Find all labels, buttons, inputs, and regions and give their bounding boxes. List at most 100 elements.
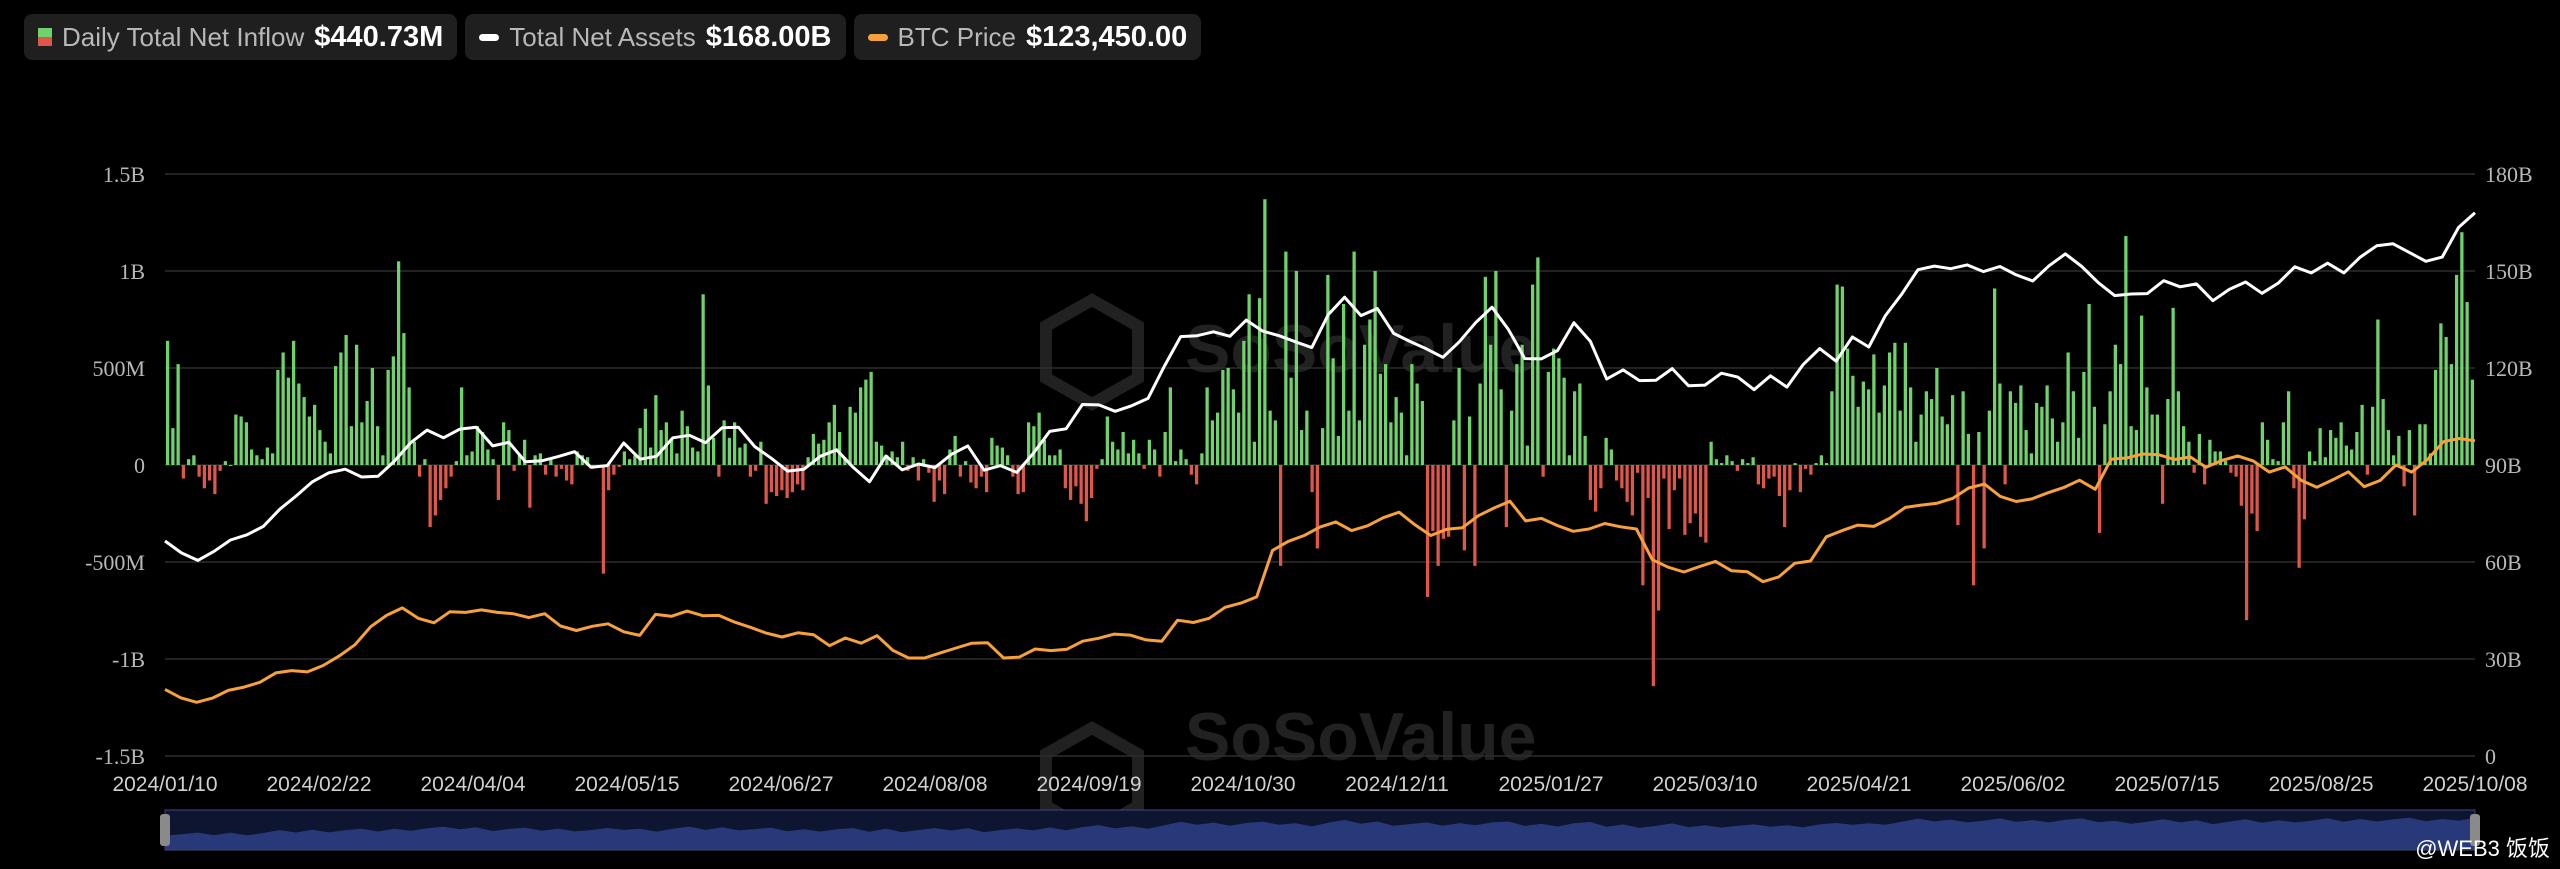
inflow-bar: [1982, 465, 1986, 549]
inflow-bar: [1908, 387, 1913, 465]
inflow-bar: [1845, 348, 1850, 465]
inflow-bar: [1903, 342, 1908, 465]
inflow-bar: [2234, 465, 2238, 477]
inflow-bar: [1893, 342, 1897, 465]
inflow-bar: [627, 459, 632, 465]
inflow-bar: [1410, 364, 1414, 465]
inflow-bar: [748, 465, 753, 477]
inflow-bar: [1368, 319, 1372, 465]
inflow-bar: [1588, 465, 1593, 500]
inflow-bar: [2108, 391, 2112, 465]
inflow-bar: [1877, 412, 1881, 465]
inflow-bar: [255, 455, 259, 465]
inflow-bar: [1310, 465, 1314, 493]
inflow-bar: [2160, 465, 2165, 504]
legend-item-btc-price[interactable]: BTC Price $123,450.00: [853, 14, 1202, 60]
inflow-bar: [1861, 381, 1866, 465]
inflow-bar: [1583, 435, 1587, 465]
inflow-bar: [2124, 236, 2128, 465]
inflow-bar: [1016, 465, 1020, 495]
inflow-bar: [2412, 465, 2417, 516]
inflow-bar: [1714, 459, 1719, 465]
inflow-bar: [486, 449, 490, 465]
y-right-tick-label: 120B: [2485, 356, 2533, 381]
inflow-bar: [2444, 336, 2448, 465]
inflow-bar: [402, 333, 406, 465]
inflow-bar: [1872, 354, 1876, 465]
inflow-bar: [1147, 439, 1152, 465]
inflow-bar: [1341, 303, 1346, 465]
inflow-bar: [2181, 426, 2186, 465]
y-right-tick-label: 150B: [2485, 259, 2533, 284]
inflow-bar: [1331, 358, 1335, 465]
inflow-bar: [1672, 465, 1677, 491]
inflow-bar: [853, 412, 858, 465]
inflow-bar: [171, 428, 175, 465]
inflow-bar: [1494, 271, 1498, 465]
inflow-bar: [386, 369, 390, 465]
inflow-bar: [669, 439, 674, 465]
inflow-bar: [711, 437, 716, 465]
inflow-bar: [1431, 465, 1435, 531]
inflow-bar: [365, 400, 369, 465]
inflow-bar: [202, 465, 207, 489]
inflow-bar: [753, 465, 758, 471]
inflow-bar: [1063, 465, 1068, 489]
range-navigator[interactable]: [160, 809, 2480, 851]
inflow-bar: [2386, 430, 2391, 465]
inflow-bar: [1084, 465, 1089, 522]
inflow-bar: [1740, 459, 1745, 465]
inflow-bar: [1042, 439, 1047, 465]
inflow-bar: [827, 422, 831, 465]
inflow-bar: [575, 451, 579, 465]
inflow-bar: [307, 416, 312, 465]
inflow-bar: [559, 465, 564, 469]
legend-item-total-net-assets[interactable]: Total Net Assets $168.00B: [465, 14, 846, 60]
inflow-bar: [1000, 447, 1005, 465]
inflow-bar: [276, 369, 280, 465]
inflow-bar: [958, 465, 963, 477]
inflow-bar: [1851, 375, 1855, 465]
navigator-right-handle[interactable]: [2470, 814, 2480, 846]
inflow-bar: [2391, 455, 2396, 465]
inflow-bar: [2066, 352, 2070, 465]
inflow-bar: [1247, 294, 1251, 465]
x-tick-label: 2025/01/27: [1498, 773, 1603, 796]
inflow-bar: [696, 451, 700, 465]
inflow-bar: [1315, 465, 1320, 549]
inflow-bar: [475, 426, 480, 465]
inflow-bar: [785, 465, 789, 498]
inflow-bar: [2013, 402, 2018, 465]
inflow-bar: [2103, 424, 2107, 465]
inflow-bar: [1100, 459, 1104, 465]
legend-item-daily-net-inflow[interactable]: Daily Total Net Inflow $440.73M: [24, 14, 458, 60]
y-left-tick-label: -1B: [112, 647, 145, 672]
inflow-bar: [1835, 284, 1839, 465]
inflow-bar: [396, 261, 401, 465]
inflow-bar: [811, 433, 816, 465]
inflow-bar: [2323, 457, 2328, 465]
inflow-bar: [2349, 449, 2354, 465]
legend-label: Daily Total Net Inflow: [62, 21, 305, 52]
inflow-bar: [2365, 465, 2370, 475]
legend-value: $168.00B: [705, 20, 832, 53]
x-tick-label: 2024/10/30: [1190, 773, 1295, 796]
watermark-logo-icon: [1040, 293, 1144, 839]
inflow-bar: [2292, 465, 2296, 489]
inflow-bar: [444, 465, 448, 489]
inflow-bar: [543, 465, 548, 475]
inflow-bar: [1152, 449, 1157, 465]
inflow-bar: [1604, 437, 1608, 465]
inflow-bar: [1110, 441, 1115, 465]
inflow-bar: [1609, 449, 1614, 465]
inflow-bar: [1079, 465, 1083, 504]
inflow-bar: [885, 455, 889, 465]
inflow-bar: [186, 459, 191, 465]
inflow-bar: [984, 465, 989, 493]
inflow-bar: [2397, 435, 2401, 465]
inflow-bar: [1914, 441, 1918, 465]
inflow-bar: [1068, 465, 1073, 500]
inflow-bar: [1777, 465, 1782, 497]
navigator-left-handle[interactable]: [160, 814, 170, 846]
inflow-bar: [1394, 397, 1398, 465]
